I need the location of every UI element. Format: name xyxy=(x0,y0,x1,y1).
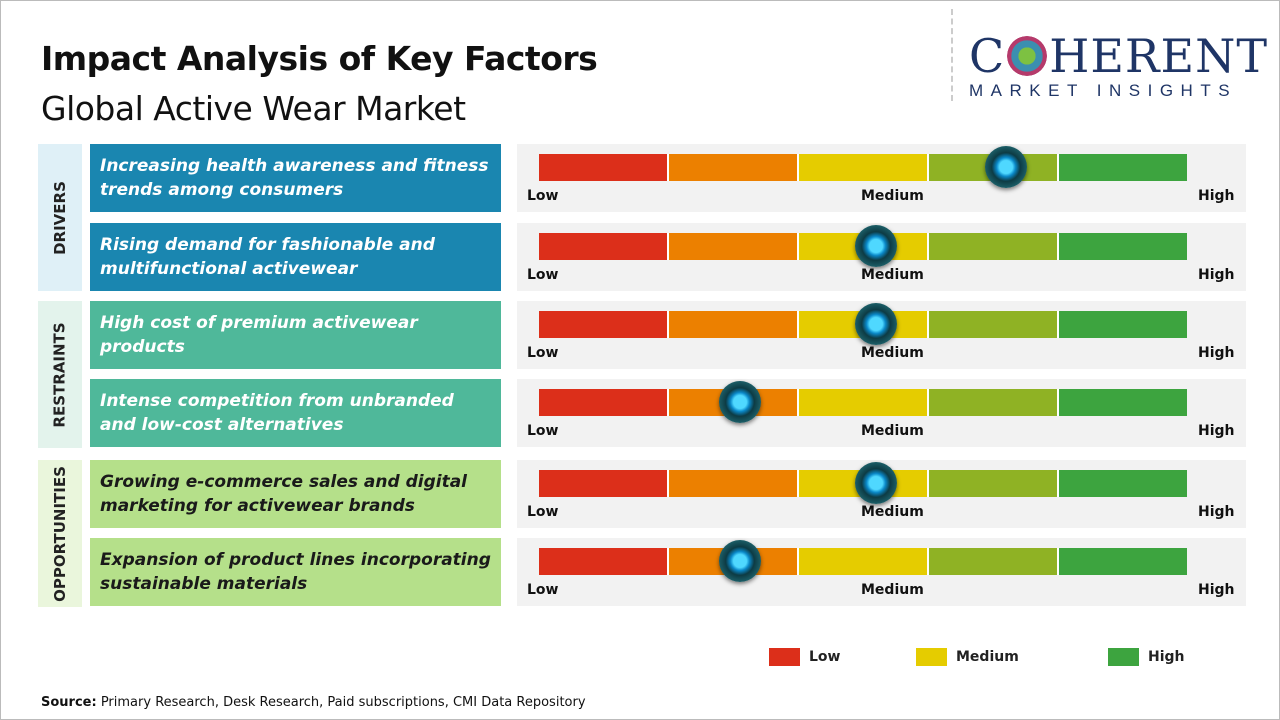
impact-gauge: Low Medium High xyxy=(517,301,1246,369)
impact-marker-knob xyxy=(854,462,897,504)
impact-marker-knob xyxy=(854,303,897,345)
page-subtitle: Global Active Wear Market xyxy=(41,89,466,128)
legend-swatch xyxy=(769,648,800,666)
source-text: Primary Research, Desk Research, Paid su… xyxy=(96,695,586,710)
gauge-segment xyxy=(799,548,929,575)
scale-label-high: High xyxy=(1198,504,1235,520)
scale-label-medium: Medium xyxy=(861,423,924,439)
group-label-drivers: DRIVERS xyxy=(38,144,82,291)
factor-label: Expansion of product lines incorporating… xyxy=(90,538,501,606)
impact-marker-knob xyxy=(984,146,1027,188)
scale-label-low: Low xyxy=(527,504,559,520)
gauge-segment xyxy=(539,389,669,416)
gauge-segment xyxy=(1059,233,1187,260)
scale-label-high: High xyxy=(1198,188,1235,204)
factor-label: Rising demand for fashionable and multif… xyxy=(90,223,501,291)
legend-swatch xyxy=(1108,648,1139,666)
scale-label-medium: Medium xyxy=(861,345,924,361)
legend-label: High xyxy=(1148,649,1185,665)
gauge-segment xyxy=(929,389,1059,416)
legend-item-medium: Medium xyxy=(916,648,1108,666)
impact-gauge: Low Medium High xyxy=(517,223,1246,291)
impact-gauge: Low Medium High xyxy=(517,460,1246,528)
scale-label-medium: Medium xyxy=(861,267,924,283)
gauge-bar xyxy=(539,311,1187,338)
scale-label-high: High xyxy=(1198,423,1235,439)
page-title: Impact Analysis of Key Factors xyxy=(41,39,598,78)
gauge-segment xyxy=(1059,311,1187,338)
divider xyxy=(951,9,953,101)
factor-label: High cost of premium activewear products xyxy=(90,301,501,369)
gauge-segment xyxy=(539,233,669,260)
scale-label-medium: Medium xyxy=(861,504,924,520)
scale-label-low: Low xyxy=(527,582,559,598)
group-label-restraints: RESTRAINTS xyxy=(38,301,82,448)
impact-marker-knob xyxy=(718,540,761,582)
gauge-segment xyxy=(929,233,1059,260)
group-label-text: DRIVERS xyxy=(51,180,70,255)
gauge-segment xyxy=(1059,548,1187,575)
factor-label: Growing e-commerce sales and digital mar… xyxy=(90,460,501,528)
group-label-text: OPPORTUNITIES xyxy=(51,465,69,602)
scale-label-medium: Medium xyxy=(861,582,924,598)
legend: Low Medium High xyxy=(769,648,1185,666)
gauge-bar xyxy=(539,154,1187,181)
logo: C HERENT MARKET INSIGHTS xyxy=(969,29,1269,100)
impact-gauge: Low Medium High xyxy=(517,379,1246,447)
impact-gauge: Low Medium High xyxy=(517,538,1246,606)
gauge-segment xyxy=(539,154,669,181)
gauge-segment xyxy=(539,548,669,575)
factor-label: Intense competition from unbranded and l… xyxy=(90,379,501,447)
gauge-segment xyxy=(929,311,1059,338)
legend-label: Low xyxy=(809,649,841,665)
scale-label-low: Low xyxy=(527,423,559,439)
legend-item-low: Low xyxy=(769,648,916,666)
legend-label: Medium xyxy=(956,649,1019,665)
scale-label-medium: Medium xyxy=(861,188,924,204)
gauge-bar xyxy=(539,233,1187,260)
scale-label-high: High xyxy=(1198,267,1235,283)
gauge-bar xyxy=(539,548,1187,575)
scale-label-low: Low xyxy=(527,188,559,204)
gauge-segment xyxy=(799,154,929,181)
impact-marker-knob xyxy=(854,225,897,267)
gauge-segment xyxy=(539,470,669,497)
gauge-segment xyxy=(929,548,1059,575)
group-label-opportunities: OPPORTUNITIES xyxy=(38,460,82,607)
impact-marker-knob xyxy=(718,381,761,423)
gauge-bar xyxy=(539,389,1187,416)
legend-swatch xyxy=(916,648,947,666)
gauge-segment xyxy=(669,154,799,181)
gauge-segment xyxy=(669,470,799,497)
gauge-segment xyxy=(669,233,799,260)
source-note: Source: Primary Research, Desk Research,… xyxy=(41,695,586,710)
impact-gauge: Low Medium High xyxy=(517,144,1246,212)
gauge-segment xyxy=(929,470,1059,497)
scale-label-high: High xyxy=(1198,582,1235,598)
gauge-segment xyxy=(1059,154,1187,181)
factor-label: Increasing health awareness and fitness … xyxy=(90,144,501,212)
source-label: Source: xyxy=(41,695,97,710)
gauge-segment xyxy=(1059,470,1187,497)
scale-label-high: High xyxy=(1198,345,1235,361)
legend-item-high: High xyxy=(1108,648,1185,666)
gauge-segment xyxy=(799,389,929,416)
globe-icon xyxy=(1007,36,1048,76)
scale-label-low: Low xyxy=(527,267,559,283)
group-label-text: RESTRAINTS xyxy=(51,321,70,428)
scale-label-low: Low xyxy=(527,345,559,361)
gauge-segment xyxy=(669,311,799,338)
gauge-segment xyxy=(539,311,669,338)
gauge-segment xyxy=(1059,389,1187,416)
